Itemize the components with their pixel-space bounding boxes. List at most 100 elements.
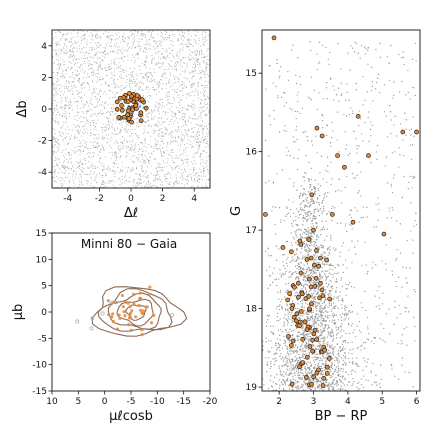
field-star-point: [61, 171, 63, 173]
field-star-point: [105, 70, 107, 72]
field-star-point: [103, 148, 105, 150]
field-star-point: [172, 185, 174, 187]
field-star-point: [87, 62, 89, 64]
field-star-point: [167, 183, 169, 185]
field-star-point: [200, 175, 202, 177]
field-star-point: [198, 37, 200, 40]
field-star-point: [80, 182, 82, 184]
field-star-point: [105, 81, 107, 83]
field-star-point: [115, 152, 117, 154]
field-star-point: [142, 158, 144, 160]
field-star-point: [61, 100, 63, 102]
field-star-point: [77, 80, 79, 82]
field-star-point: [158, 82, 160, 84]
field-star-point: [205, 161, 207, 163]
field-star-point: [82, 52, 84, 54]
field-star-point: [202, 43, 204, 46]
field-star-point: [143, 171, 145, 173]
field-star-point: [134, 85, 136, 87]
field-star-point: [59, 31, 61, 33]
field-star-point: [78, 58, 80, 60]
field-star-point: [141, 143, 143, 145]
field-star-point: [55, 88, 57, 90]
field-star-point: [135, 47, 137, 49]
field-star-point: [197, 147, 199, 149]
field-star-point: [165, 82, 167, 85]
field-star-point: [207, 81, 209, 83]
field-star-point: [156, 178, 159, 180]
field-star-point: [194, 180, 196, 182]
field-star-point: [55, 42, 57, 44]
field-star-point: [135, 173, 137, 175]
field-star-point: [53, 61, 55, 63]
field-star-point: [71, 88, 73, 90]
field-star-point: [184, 69, 186, 71]
field-star-point: [56, 45, 58, 47]
field-star-point: [138, 156, 140, 158]
field-star-point: [100, 67, 102, 69]
field-star-point: [75, 42, 77, 44]
field-star-point: [181, 59, 183, 61]
field-star-point: [142, 50, 144, 52]
field-star-point: [116, 133, 118, 135]
field-star-point: [164, 37, 166, 39]
field-star-point: [125, 167, 127, 169]
field-star-point: [57, 44, 59, 46]
field-star-point: [87, 122, 89, 124]
field-star-point: [206, 73, 208, 75]
field-star-point: [63, 52, 65, 54]
field-star-point: [97, 35, 99, 37]
field-star-point: [114, 163, 116, 165]
field-star-point: [183, 115, 185, 117]
field-star-point: [153, 130, 155, 132]
field-star-point: [157, 84, 159, 86]
field-star-point: [96, 182, 98, 184]
field-star-point: [165, 77, 167, 79]
field-star-point: [82, 39, 84, 41]
density-contour: [91, 286, 188, 337]
field-star-point: [97, 142, 99, 144]
field-star-point: [72, 179, 74, 181]
field-star-point: [161, 116, 163, 118]
field-star-point: [126, 141, 128, 143]
field-star-point: [158, 56, 160, 58]
field-star-point: [75, 168, 77, 170]
field-star-point: [62, 138, 64, 140]
field-star-point: [179, 73, 181, 75]
field-star-point: [201, 129, 203, 131]
field-star-point: [175, 154, 177, 156]
field-star-point: [168, 82, 170, 84]
field-star-point: [96, 37, 98, 39]
field-star-point: [93, 179, 95, 181]
field-star-point: [182, 70, 184, 72]
field-star-point: [94, 62, 96, 64]
field-star-point: [102, 93, 104, 95]
field-star-point: [119, 46, 121, 48]
field-star-point: [188, 46, 190, 48]
field-star-point: [147, 186, 149, 188]
field-star-point: [121, 178, 123, 180]
field-star-point: [74, 176, 76, 178]
field-star-point: [94, 165, 96, 168]
field-star-point: [206, 114, 208, 116]
field-star-point: [109, 77, 111, 79]
field-star-point: [133, 182, 135, 184]
field-star-point: [108, 125, 111, 127]
field-star-point: [123, 60, 125, 62]
field-star-point: [144, 51, 147, 53]
member-point: [132, 302, 136, 306]
field-star-point: [153, 46, 155, 48]
field-star-point: [202, 165, 204, 167]
field-star-point: [92, 186, 94, 188]
field-star-point: [195, 59, 197, 61]
field-star-point: [133, 161, 135, 163]
field-star-point: [201, 70, 204, 72]
field-star-point: [204, 163, 206, 165]
field-star-point: [54, 129, 56, 131]
field-star-point: [111, 170, 113, 172]
field-star-point: [160, 152, 162, 154]
field-star-point: [191, 82, 193, 85]
field-star-point: [84, 70, 86, 72]
field-star-point: [111, 152, 113, 154]
field-star-point: [110, 38, 112, 40]
